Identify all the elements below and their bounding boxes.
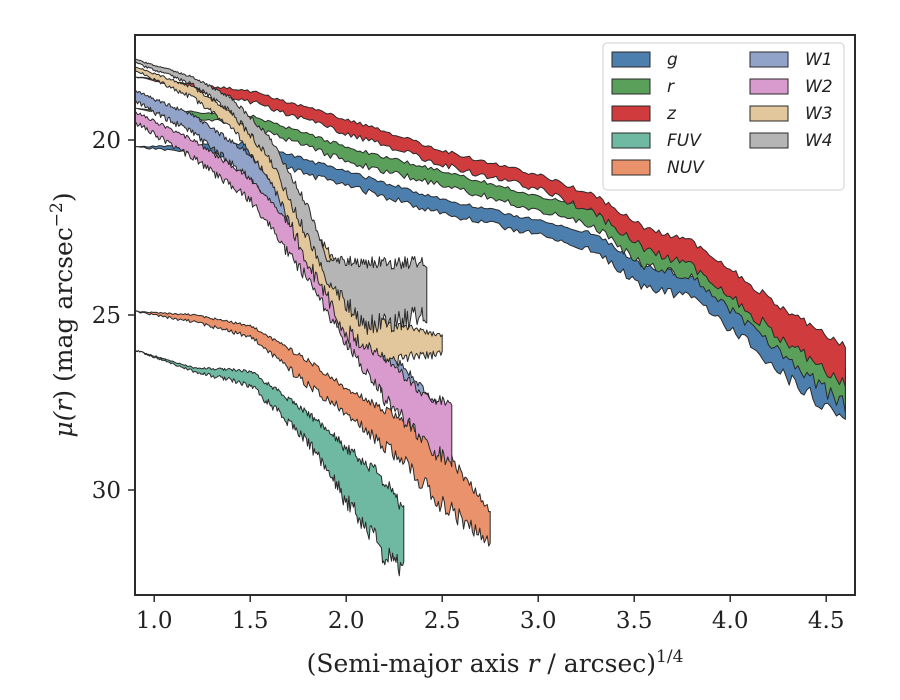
y-tick-label: 30: [92, 478, 121, 504]
legend-swatch-z: [611, 105, 651, 122]
legend: grz FUV NUV W1 W2 W3 W4: [602, 42, 845, 191]
legend-swatch-r: [611, 78, 651, 95]
legend-label-w2: W2: [805, 77, 833, 97]
legend-swatch-w3: [749, 105, 789, 122]
legend-swatch-w4: [749, 132, 789, 149]
x-tick-label: 1.0: [136, 608, 173, 634]
y-axis-title: μ(r) (mag arcsec−2): [47, 192, 78, 437]
band-w4: [134, 58, 428, 335]
band-r: [134, 107, 846, 414]
legend-label-fuv: FUV: [667, 131, 702, 151]
legend-label-w1: W1: [805, 50, 833, 70]
x-tick-label: 1.5: [232, 608, 269, 634]
x-axis-title: (Semi-major axis r / arcsec)1/4: [307, 647, 684, 678]
x-tick-label: 2.0: [328, 608, 365, 634]
x-tick-label: 3.0: [520, 608, 557, 634]
legend-swatch-w1: [749, 51, 789, 68]
legend-swatch-g: [611, 51, 651, 68]
legend-label-w3: W3: [805, 104, 833, 124]
band-w2: [134, 110, 453, 468]
band-fuv: [134, 349, 405, 577]
y-tick-label: 25: [92, 303, 121, 329]
legend-label-nuv: NUV: [667, 158, 705, 178]
x-tick-label: 4.0: [712, 608, 749, 634]
legend-label-w4: W4: [805, 131, 833, 151]
axes: 1.0 1.5 2.0 2.5 3.0 3.5 4.0 4.5 20 25 30: [92, 34, 856, 634]
profile-bands: [134, 58, 846, 577]
band-z: [134, 76, 846, 388]
y-tick-label: 20: [92, 128, 121, 154]
x-tick-label: 3.5: [616, 608, 653, 634]
legend-label-z: z: [666, 104, 677, 124]
band-g: [134, 141, 846, 420]
legend-label-g: g: [667, 50, 678, 70]
band-nuv: [134, 310, 491, 547]
x-tick-label: 4.5: [808, 608, 845, 634]
x-tick-label: 2.5: [424, 608, 461, 634]
legend-swatch-w2: [749, 78, 789, 95]
legend-swatch-nuv: [611, 159, 651, 176]
legend-label-r: r: [667, 77, 675, 97]
legend-swatch-fuv: [611, 132, 651, 149]
